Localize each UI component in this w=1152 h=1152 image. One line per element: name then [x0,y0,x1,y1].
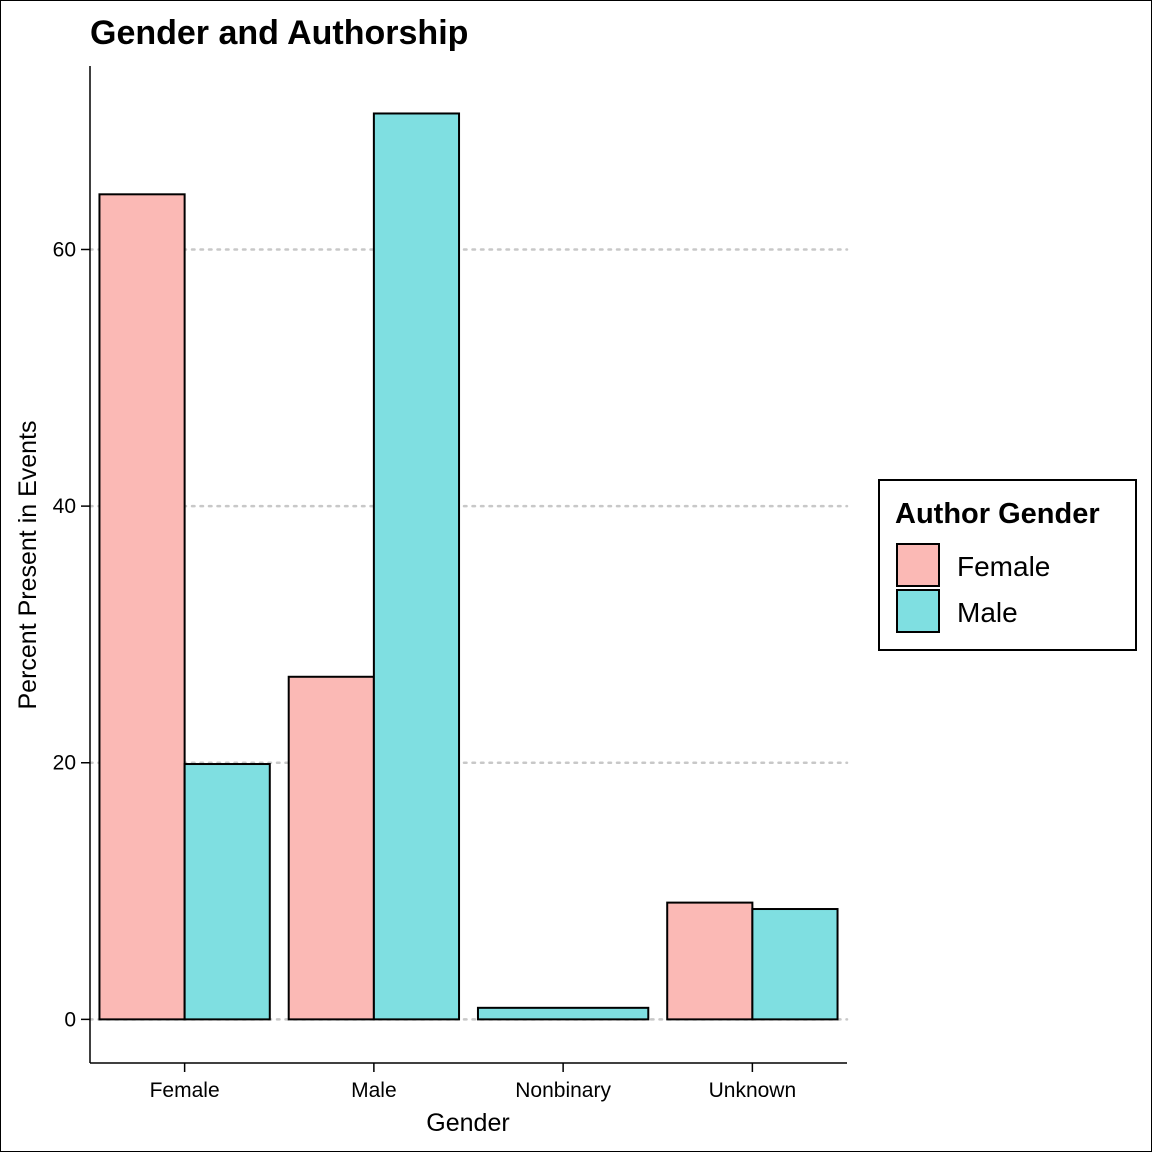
bar-male-male [372,112,461,1021]
legend-label-female: Female [957,551,1050,582]
bars [98,112,839,1021]
y-tick-label: 60 [53,238,76,261]
x-tick-label: Male [351,1079,397,1102]
legend-label-male: Male [957,597,1018,628]
bar-unknown-female [666,901,754,1021]
bar-nonbinary-male [476,1006,650,1021]
x-tick-label: Female [150,1079,220,1102]
y-tick-label: 0 [64,1008,76,1031]
legend-title: Author Gender [895,498,1100,530]
y-axis-title: Percent Present in Events [14,420,42,709]
x-axis-title: Gender [426,1109,509,1137]
chart-title: Gender and Authorship [90,14,468,52]
legend-swatch-female [896,543,940,587]
x-axis-ticks: Female Male Nonbinary Unknown [150,1063,797,1102]
bar-female-male [183,763,271,1021]
bar-unknown-male [751,908,839,1021]
legend-items: Female Male [896,543,1050,633]
legend-swatch-male [896,589,940,633]
x-tick-label: Nonbinary [515,1079,611,1102]
bar-female-female [98,193,186,1021]
x-tick-label: Unknown [709,1079,797,1102]
y-tick-label: 20 [53,752,76,775]
y-tick-label: 40 [53,495,76,518]
y-axis-ticks: 0 20 40 60 [53,238,90,1031]
bar-male-female [287,675,375,1021]
legend: Author Gender Female Male [878,479,1137,651]
